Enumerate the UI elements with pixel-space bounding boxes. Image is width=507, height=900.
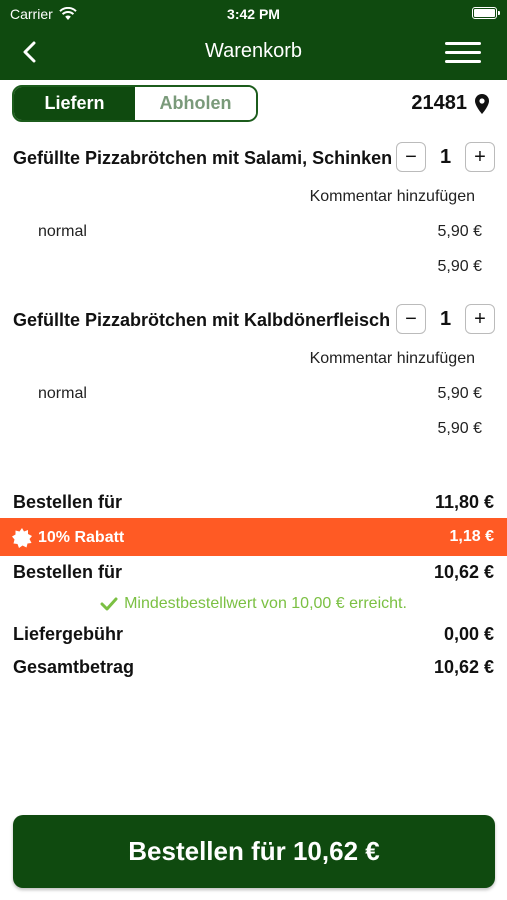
- nav-bar: Warenkorb: [0, 32, 507, 72]
- increase-button[interactable]: +: [465, 304, 495, 334]
- place-order-button[interactable]: Bestellen für 10,62 €: [13, 815, 495, 888]
- discount-banner: 10% Rabatt 1,18 €: [0, 518, 507, 556]
- discount-label: 10% Rabatt: [38, 529, 125, 546]
- app-header: Carrier 3:42 PM Warenkorb: [0, 0, 507, 80]
- variant-price: 5,90 €: [437, 223, 482, 240]
- add-comment-link[interactable]: Kommentar hinzufügen: [309, 350, 475, 367]
- checkmark-icon: [100, 597, 118, 611]
- minimum-order-text: Mindestbestellwert von 10,00 € erreicht.: [124, 595, 407, 612]
- add-comment-link[interactable]: Kommentar hinzufügen: [309, 188, 475, 205]
- tab-abholen[interactable]: Abholen: [135, 87, 256, 120]
- variant-label: normal: [38, 223, 87, 240]
- item-name: Gefüllte Pizzabrötchen mit Salami, Schin…: [13, 148, 393, 168]
- quantity-stepper: − 1 +: [396, 304, 495, 334]
- item-total: 5,90 €: [437, 420, 482, 437]
- delivery-fee-label: Liefergebühr: [13, 624, 124, 644]
- discounted-subtotal-value: 10,62 €: [433, 562, 494, 582]
- discounted-subtotal-label: Bestellen für: [13, 562, 123, 582]
- tab-liefern[interactable]: Liefern: [14, 87, 135, 120]
- delivery-mode-row: Liefern Abholen 21481: [0, 80, 507, 128]
- grand-total-label: Gesamtbetrag: [13, 657, 135, 677]
- battery-icon: [472, 7, 500, 19]
- delivery-fee-row: Liefergebühr 0,00 €: [0, 620, 507, 650]
- item-total: 5,90 €: [437, 258, 482, 275]
- back-button[interactable]: [14, 36, 44, 68]
- subtotal-row: Bestellen für 11,80 €: [0, 488, 507, 518]
- variant-price: 5,90 €: [437, 385, 482, 402]
- chevron-left-icon: [23, 41, 36, 63]
- minimum-order-note: Mindestbestellwert von 10,00 € erreicht.: [0, 595, 507, 613]
- subtotal-label: Bestellen für: [13, 492, 123, 512]
- delivery-fee-value: 0,00 €: [443, 624, 494, 644]
- quantity-stepper: − 1 +: [396, 142, 495, 172]
- delivery-mode-toggle: Liefern Abholen: [12, 85, 258, 122]
- item-name: Gefüllte Pizzabrötchen mit Kalbdönerflei…: [13, 310, 391, 330]
- carrier-label: Carrier: [10, 6, 53, 22]
- decrease-button[interactable]: −: [396, 304, 426, 334]
- map-pin-icon: [475, 93, 489, 114]
- hamburger-menu-icon[interactable]: [445, 40, 481, 66]
- badge-icon: [12, 528, 32, 548]
- discount-value: 1,18 €: [449, 528, 494, 545]
- wifi-icon: [59, 7, 77, 20]
- postal-code: 21481: [411, 92, 467, 114]
- discounted-subtotal-row: Bestellen für 10,62 €: [0, 558, 507, 588]
- quantity-value: 1: [439, 145, 452, 168]
- grand-total-value: 10,62 €: [433, 657, 494, 677]
- page-title: Warenkorb: [204, 40, 303, 62]
- status-time: 3:42 PM: [227, 6, 280, 22]
- subtotal-value: 11,80 €: [434, 492, 494, 512]
- status-bar: Carrier 3:42 PM: [0, 0, 507, 28]
- postal-code-selector[interactable]: 21481: [411, 92, 489, 115]
- grand-total-row: Gesamtbetrag 10,62 €: [0, 653, 507, 683]
- decrease-button[interactable]: −: [396, 142, 426, 172]
- quantity-value: 1: [439, 307, 452, 330]
- variant-label: normal: [38, 385, 87, 402]
- increase-button[interactable]: +: [465, 142, 495, 172]
- carrier-signal: Carrier: [10, 6, 77, 22]
